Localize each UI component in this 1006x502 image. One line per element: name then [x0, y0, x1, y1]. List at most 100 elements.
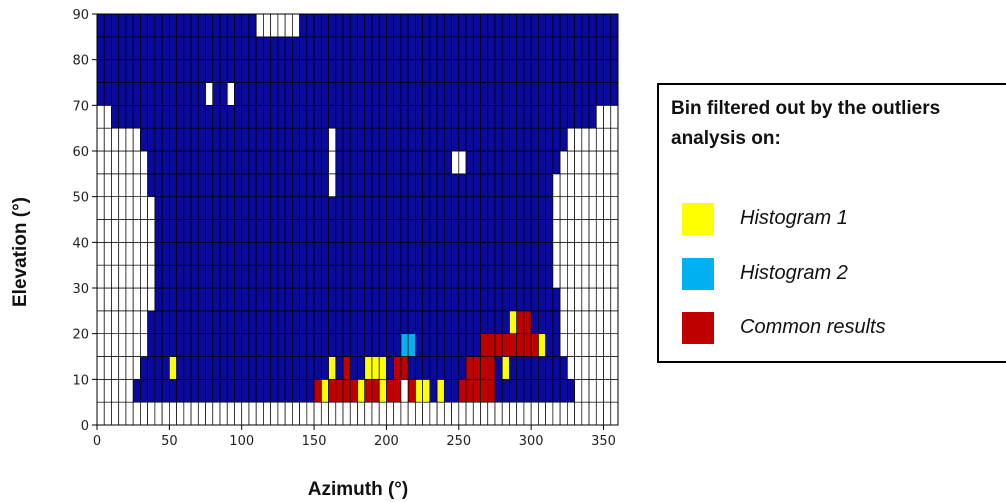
heatmap-cell	[190, 196, 199, 220]
heatmap-cell	[523, 241, 532, 266]
heatmap-cell	[335, 13, 344, 38]
heatmap-cell	[465, 333, 474, 357]
heatmap-cell	[443, 36, 452, 61]
heatmap-cell	[197, 82, 206, 106]
heatmap-cell	[183, 356, 192, 380]
heatmap-cell	[190, 378, 199, 403]
heatmap-cell	[595, 150, 604, 175]
heatmap-cell	[407, 401, 416, 426]
heatmap-cell	[429, 104, 438, 129]
heatmap-cell	[212, 287, 221, 312]
heatmap-cell	[523, 13, 532, 38]
heatmap-cell	[509, 104, 518, 129]
heatmap-cell	[154, 173, 163, 198]
heatmap-cell	[320, 59, 329, 83]
heatmap-cell	[140, 378, 149, 403]
heatmap-cell	[443, 356, 452, 380]
heatmap-cell	[559, 287, 568, 312]
heatmap-cell	[197, 378, 206, 403]
heatmap-cell	[472, 356, 481, 380]
heatmap-cell	[270, 36, 279, 61]
heatmap-cell	[176, 196, 185, 220]
heatmap-cell	[306, 127, 315, 152]
heatmap-cell	[472, 127, 481, 152]
heatmap-cell	[465, 401, 474, 426]
heatmap-cell	[357, 150, 366, 175]
heatmap-cell	[320, 196, 329, 220]
heatmap-cell	[436, 104, 445, 129]
heatmap-cell	[197, 264, 206, 289]
heatmap-cell	[458, 264, 467, 289]
heatmap-cell	[306, 219, 315, 243]
heatmap-cell	[255, 356, 264, 380]
heatmap-cell	[241, 401, 250, 426]
heatmap-cell	[422, 219, 431, 243]
heatmap-cell	[255, 310, 264, 335]
heatmap-cell	[603, 401, 612, 426]
heatmap-cell	[451, 356, 460, 380]
heatmap-cell	[111, 196, 120, 220]
heatmap-cell	[205, 196, 214, 220]
heatmap-cell	[248, 219, 257, 243]
heatmap-cell	[451, 219, 460, 243]
heatmap-cell	[147, 264, 156, 289]
y-tick-label: 70	[72, 99, 89, 114]
heatmap-cell	[400, 196, 409, 220]
heatmap-cell	[400, 310, 409, 335]
legend-item-common-results: Common results	[682, 312, 1002, 344]
heatmap-cell	[465, 150, 474, 175]
heatmap-cell	[364, 333, 373, 357]
heatmap-cell	[465, 287, 474, 312]
heatmap-cell	[169, 127, 177, 152]
heatmap-cell	[559, 378, 568, 403]
heatmap-cell	[270, 310, 279, 335]
heatmap-cell	[538, 150, 546, 175]
heatmap-cell	[205, 82, 214, 106]
heatmap-cell	[458, 196, 467, 220]
heatmap-cell	[335, 333, 344, 357]
heatmap-cell	[400, 173, 409, 198]
heatmap-cell	[415, 241, 423, 266]
heatmap-cell	[241, 264, 250, 289]
heatmap-cell	[574, 13, 583, 38]
heatmap-cell	[277, 401, 286, 426]
heatmap-cell	[538, 173, 546, 198]
heatmap-cell	[501, 219, 510, 243]
heatmap-cell	[566, 173, 575, 198]
heatmap-cell	[415, 356, 423, 380]
x-tick-label: 50	[161, 434, 178, 449]
heatmap-cell	[132, 104, 141, 129]
heatmap-cell	[96, 241, 105, 266]
heatmap-cell	[415, 333, 423, 357]
heatmap-cell	[465, 173, 474, 198]
heatmap-cell	[436, 333, 445, 357]
heatmap-cell	[480, 333, 489, 357]
heatmap-cell	[393, 13, 402, 38]
heatmap-cell	[501, 173, 510, 198]
heatmap-cell	[284, 219, 293, 243]
heatmap-cell	[588, 59, 597, 83]
heatmap-cell	[595, 127, 604, 152]
heatmap-cell	[472, 150, 481, 175]
heatmap-cell	[371, 378, 380, 403]
heatmap-cell	[234, 13, 243, 38]
heatmap-cell	[183, 333, 192, 357]
heatmap-cell	[219, 196, 228, 220]
heatmap-cell	[595, 310, 604, 335]
heatmap-cell	[284, 356, 293, 380]
heatmap-cell	[378, 173, 387, 198]
heatmap-cell	[234, 241, 243, 266]
heatmap-cell	[176, 356, 185, 380]
heatmap-cell	[487, 356, 496, 380]
heatmap-cell	[248, 196, 257, 220]
heatmap-cell	[205, 356, 214, 380]
y-tick-label: 40	[72, 236, 89, 251]
heatmap-cell	[509, 82, 518, 106]
heatmap-cell	[226, 104, 235, 129]
heatmap-cell	[226, 196, 235, 220]
heatmap-cell	[176, 82, 185, 106]
heatmap-cell	[169, 13, 177, 38]
heatmap-cell	[103, 310, 112, 335]
heatmap-cell	[342, 13, 351, 38]
heatmap-cell	[234, 356, 243, 380]
